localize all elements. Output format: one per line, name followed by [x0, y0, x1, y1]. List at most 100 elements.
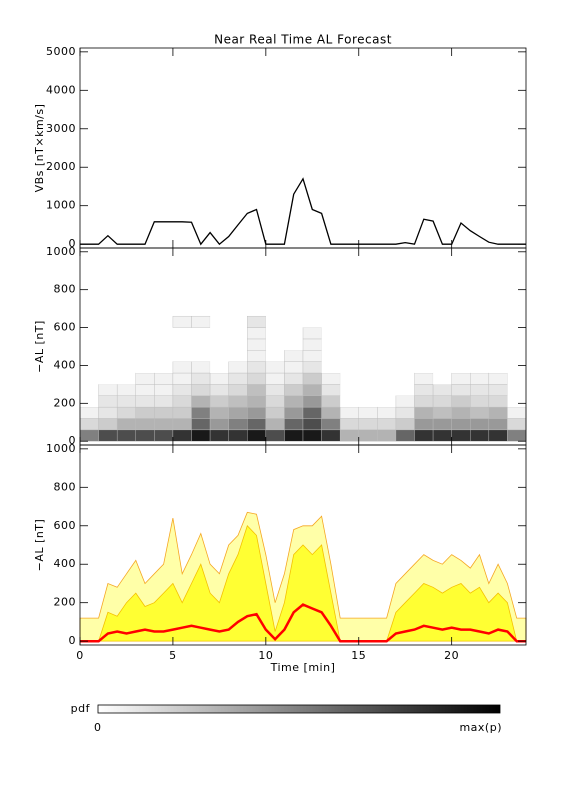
pdf-cell	[284, 395, 304, 408]
pdf-cell	[432, 429, 452, 442]
pdf-cell	[80, 373, 99, 385]
pdf-cell	[433, 350, 452, 362]
pdf-cell	[98, 429, 118, 442]
pdf-cell	[302, 406, 322, 419]
pdf-cell	[154, 372, 174, 385]
pdf-cell	[451, 406, 471, 419]
pdf-cell	[488, 395, 508, 408]
pdf-cell	[172, 395, 192, 408]
pdf-cell	[116, 429, 136, 442]
pdf-cell	[358, 350, 378, 362]
pdf-cell	[340, 327, 359, 339]
pdf-cell	[209, 372, 229, 385]
pdf-cell	[191, 315, 211, 328]
colorbar-title: pdf	[71, 702, 91, 715]
pdf-cell	[209, 395, 229, 408]
pdf-cell	[79, 429, 99, 442]
colorbar-min-label: 0	[94, 721, 102, 734]
pdf-cell	[488, 372, 508, 385]
pdf-cell	[191, 418, 211, 431]
pdf-cell	[433, 338, 452, 351]
pdf-cell	[302, 395, 322, 408]
pdf-cell	[414, 372, 434, 385]
pdf-cell	[210, 350, 229, 362]
pdf-cell	[340, 350, 359, 362]
y-tick-label: 5000	[46, 45, 76, 58]
pdf-cell	[284, 384, 304, 396]
y-tick-label: 0	[69, 634, 77, 647]
pdf-cell	[395, 338, 415, 351]
pdf-cell	[377, 338, 396, 351]
pdf-cell	[414, 327, 434, 339]
pdf-cell	[117, 361, 136, 374]
colorbar	[97, 704, 501, 714]
pdf-cell	[116, 406, 136, 419]
pdf-cell	[302, 361, 322, 374]
pdf-cell	[284, 350, 304, 362]
pdf-cell	[414, 395, 434, 408]
pdf-cell	[191, 384, 211, 396]
pdf-cell	[98, 316, 118, 328]
pdf-cell	[358, 373, 378, 385]
pdf-cell	[377, 316, 396, 328]
pdf-cell	[340, 395, 359, 408]
pdf-cell	[488, 361, 508, 374]
pdf-cell	[135, 350, 155, 362]
pdf-cell	[247, 406, 267, 419]
pdf-cell	[488, 384, 508, 396]
pdf-cell	[191, 395, 211, 408]
y-tick-label: 1000	[46, 199, 76, 212]
pdf-cell	[377, 418, 397, 431]
pdf-cell	[377, 327, 396, 339]
pdf-cell	[191, 350, 211, 362]
pdf-cell	[265, 429, 285, 442]
pdf-cell	[414, 361, 434, 374]
pdf-cell	[228, 418, 248, 431]
y-tick-label: 2000	[46, 160, 76, 173]
pdf-cell	[395, 418, 415, 431]
pdf-cell	[284, 327, 303, 339]
pdf-cell	[247, 315, 267, 328]
pdf-cell	[432, 418, 452, 431]
pdf-cell	[432, 406, 452, 419]
pdf-cell	[172, 315, 192, 328]
pdf-cell	[321, 316, 341, 328]
y-tick-label: 600	[54, 519, 77, 532]
pdf-cell	[395, 395, 415, 408]
pdf-cell	[98, 350, 118, 362]
pdf-cell	[228, 361, 248, 374]
pdf-cell	[433, 373, 452, 385]
pdf-cell	[265, 406, 285, 419]
pdf-cell	[321, 384, 341, 396]
pdf-cell	[432, 384, 452, 396]
pdf-cell	[79, 418, 99, 431]
pdf-cell	[395, 429, 415, 442]
pdf-cell	[395, 406, 415, 419]
pdf-cell	[321, 372, 341, 385]
pdf-cell	[135, 406, 155, 419]
pdf-cell	[488, 327, 508, 339]
pdf-cell	[507, 406, 527, 419]
pdf-cell	[154, 429, 174, 442]
pdf-cell	[284, 429, 304, 442]
pdf-cell	[80, 316, 99, 328]
pdf-cell	[154, 418, 174, 431]
pdf-cell	[228, 395, 248, 408]
pdf-cell	[79, 406, 99, 419]
pdf-cell	[488, 429, 508, 442]
pdf-cell	[98, 361, 118, 374]
pdf-cell	[284, 338, 303, 351]
pdf-cell	[451, 350, 471, 362]
pdf-cell	[135, 418, 155, 431]
pdf-cell	[414, 406, 434, 419]
y-tick-label: 600	[54, 321, 77, 334]
pdf-cell	[191, 406, 211, 419]
pdf-cell	[247, 395, 267, 408]
pdf-cell	[284, 316, 303, 328]
pdf-cell	[228, 372, 248, 385]
plot-frame	[79, 444, 527, 646]
pdf-cell	[247, 350, 267, 362]
pdf-cell	[470, 406, 490, 419]
pdf-cell	[117, 350, 136, 362]
pdf-cell	[117, 338, 136, 351]
